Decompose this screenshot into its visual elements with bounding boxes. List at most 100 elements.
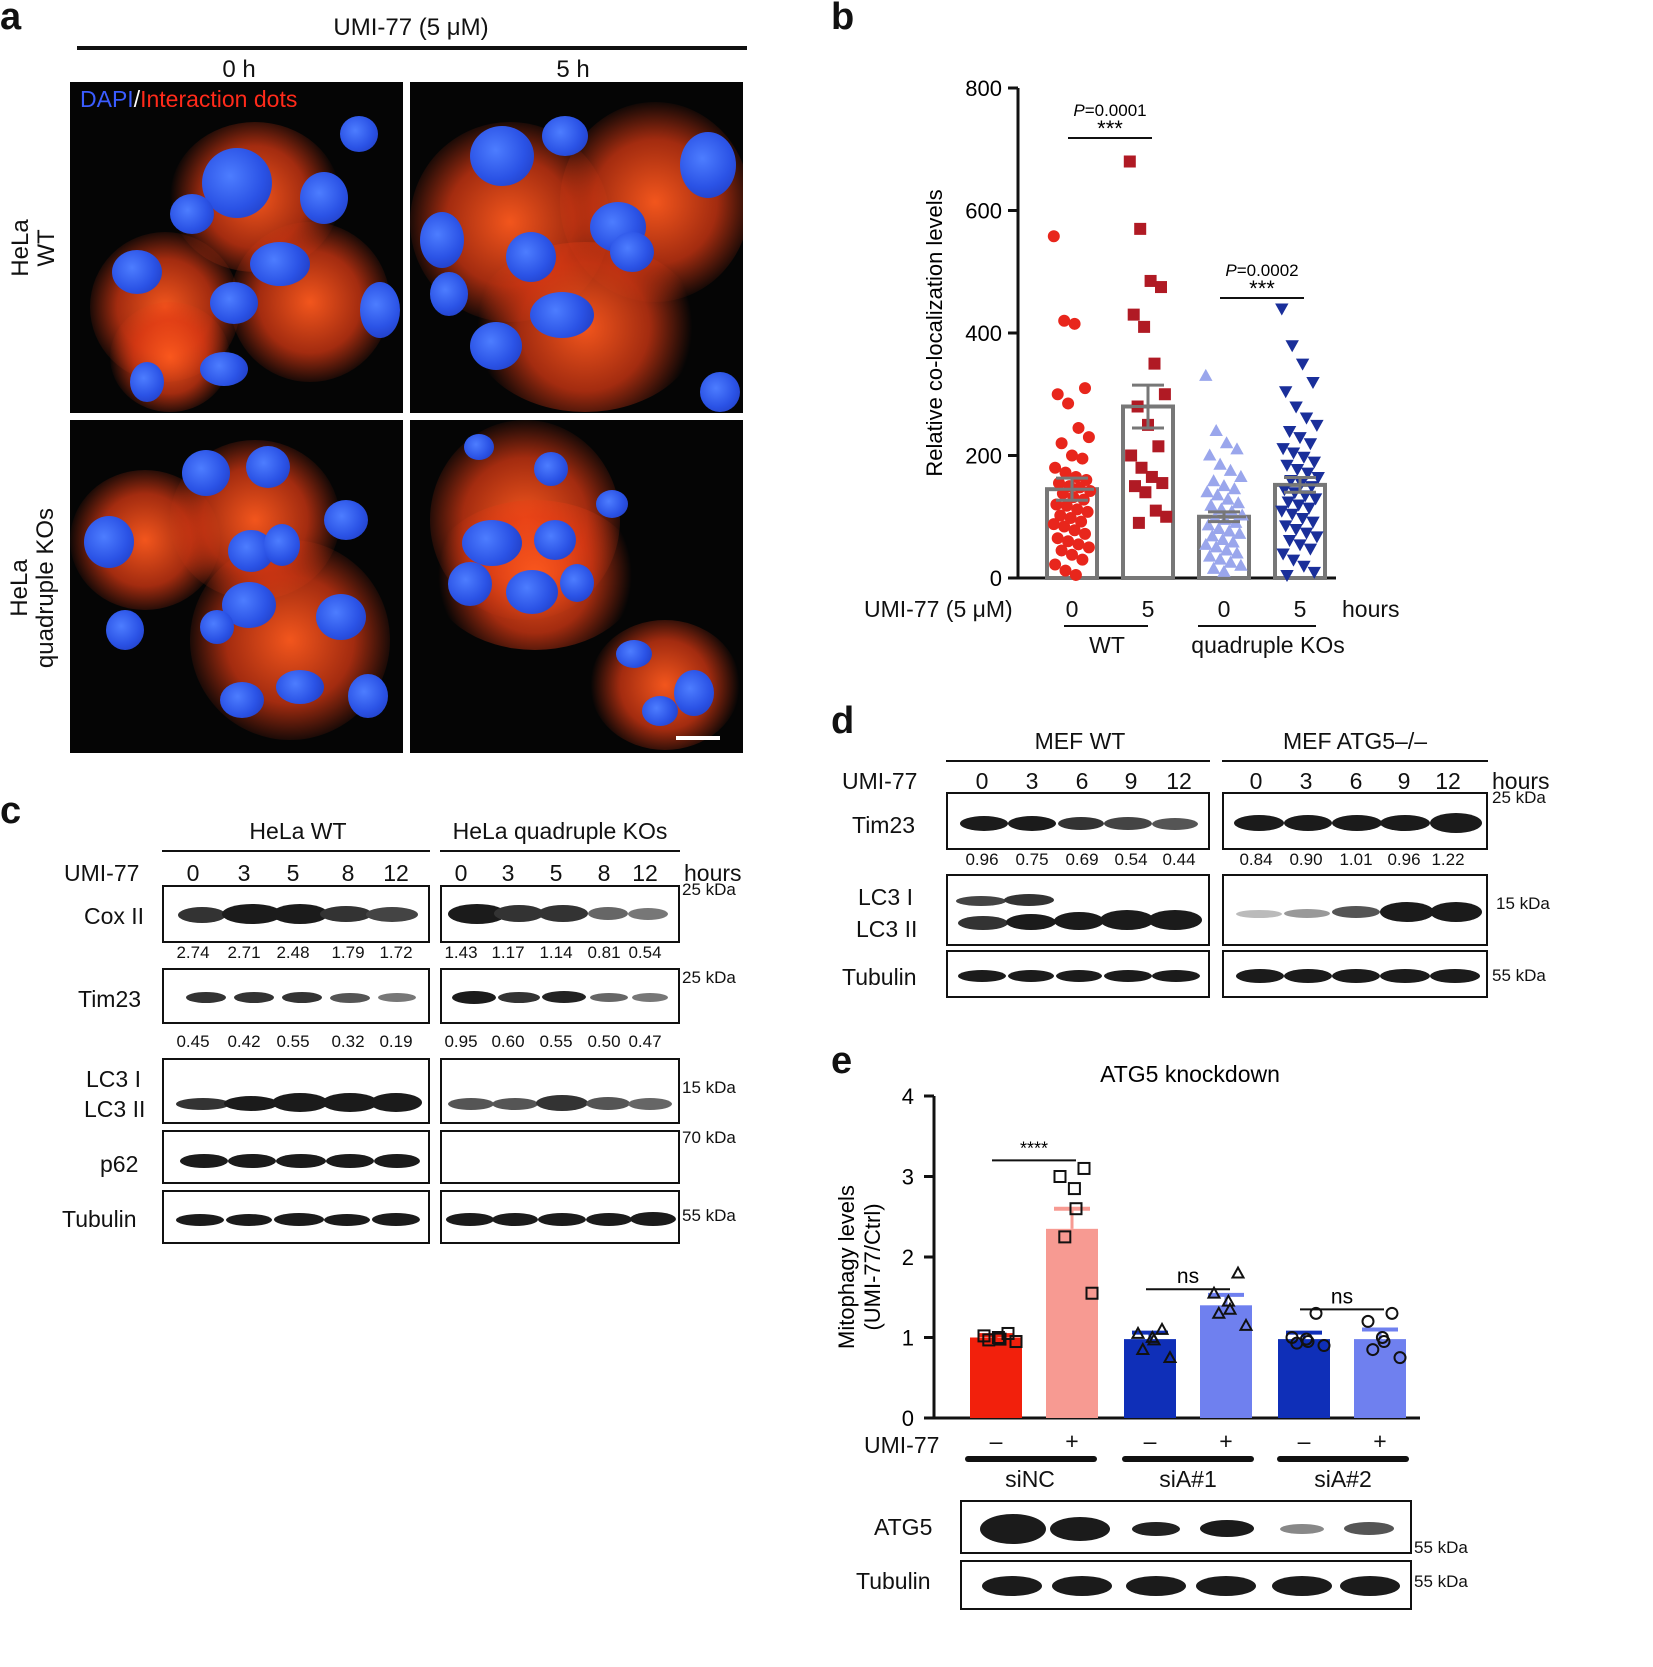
y-tick-label: 1 <box>902 1326 914 1351</box>
panel-d-treatment: UMI-77 <box>842 768 918 794</box>
data-point <box>1223 555 1238 568</box>
panel-b-tick-0: 0 <box>1065 596 1079 622</box>
panel-d-tim-value: 0.90 <box>1289 850 1323 869</box>
data-point <box>1125 449 1138 462</box>
data-point <box>1308 493 1323 506</box>
data-point <box>1309 1306 1323 1320</box>
data-point <box>1082 431 1095 444</box>
panel-c-timepoint: 8 <box>597 860 611 886</box>
data-point <box>1047 518 1060 531</box>
panel-c-treatment: UMI-77 <box>64 860 140 886</box>
bar <box>1354 1339 1406 1418</box>
panel-c-timepoint: 5 <box>549 860 563 886</box>
blot-c-lc3-wt <box>162 1058 430 1124</box>
data-point <box>1201 518 1216 531</box>
data-point <box>1072 538 1085 551</box>
y-axis-label-2: (UMI-77/Ctrl) <box>860 1203 885 1330</box>
data-point <box>1212 521 1226 534</box>
significance-label: ns <box>1177 1265 1199 1288</box>
data-point <box>1307 456 1321 469</box>
data-point <box>1206 561 1221 574</box>
panel-b-label: b <box>831 0 855 38</box>
panel-d-tim-value: 0.54 <box>1114 850 1148 869</box>
blot-c-coxii-ko <box>440 885 680 943</box>
panel-c-label: c <box>0 790 22 832</box>
data-point <box>1130 1325 1146 1339</box>
data-point <box>1361 1314 1375 1328</box>
data-point <box>1306 516 1320 529</box>
data-point <box>1293 432 1307 445</box>
data-point <box>1206 474 1221 487</box>
data-point <box>1276 548 1290 561</box>
data-point <box>1210 488 1225 501</box>
row-label-line2: WT <box>33 229 60 267</box>
data-point <box>1310 531 1324 544</box>
p-value: P=0.0002 <box>1225 261 1298 280</box>
panel-c-marker-coxii: 25 kDa <box>682 880 736 899</box>
data-point <box>1079 527 1091 540</box>
panel-e-sign: + <box>1373 1428 1387 1454</box>
panel-d-timepoint: 9 <box>1397 768 1411 794</box>
data-point <box>1205 529 1219 542</box>
data-point <box>1203 448 1217 461</box>
panel-d-timepoint: 6 <box>1075 768 1089 794</box>
y-tick-label: 3 <box>902 1165 914 1190</box>
significance-label: **** <box>1020 1138 1048 1158</box>
panel-d-marker-lc3: 15 kDa <box>1496 894 1550 913</box>
data-point <box>1156 477 1169 490</box>
data-point <box>1282 535 1297 548</box>
panel-c-tim-value: 0.45 <box>176 1032 210 1051</box>
panel-a-treatment-line <box>77 46 747 50</box>
blot-d-tim23-wt <box>946 792 1210 850</box>
panel-c-group-ko: HeLa quadruple KOs <box>452 818 668 844</box>
panel-e-row-atg5: ATG5 <box>874 1514 933 1540</box>
data-point <box>1226 535 1240 548</box>
panel-b-chart: 0 200 400 600 800 Relative co-localization le… <box>922 76 1336 591</box>
data-point <box>982 1333 996 1347</box>
data-point <box>1393 1351 1407 1365</box>
data-point <box>1135 461 1148 474</box>
data-point <box>1058 1230 1072 1244</box>
panel-d-tim-value: 0.96 <box>1387 850 1421 869</box>
panel-d-tim-value: 0.44 <box>1162 850 1196 869</box>
data-point <box>1072 421 1085 434</box>
panel-c-timepoint: 3 <box>501 860 515 886</box>
data-point <box>1199 537 1213 550</box>
panel-c-tim-value: 0.55 <box>276 1032 310 1051</box>
panel-d-timepoint: 3 <box>1025 768 1039 794</box>
data-point <box>1066 548 1078 561</box>
y-tick-label: 600 <box>965 199 1002 224</box>
data-point <box>1077 1161 1091 1175</box>
panel-c-cox-value: 2.74 <box>176 943 210 962</box>
data-point <box>1221 492 1235 505</box>
data-point <box>1230 546 1244 559</box>
data-point <box>1217 564 1231 577</box>
data-point <box>1289 401 1303 414</box>
panel-c-cox-value: 1.14 <box>539 943 573 962</box>
panel-d-row-lc3ii: LC3 II <box>856 916 918 942</box>
data-point <box>1154 1321 1170 1335</box>
row-label-line1: HeLa <box>7 219 34 277</box>
panel-c-row-tubulin: Tubulin <box>62 1206 137 1232</box>
blot-d-tim23-ko <box>1222 792 1488 850</box>
panel-c-marker-tubulin: 55 kDa <box>682 1206 736 1225</box>
data-point <box>1275 505 1289 518</box>
panel-a-label: a <box>0 0 22 38</box>
data-point <box>1127 308 1140 321</box>
significance-stars: *** <box>1097 116 1123 141</box>
data-point <box>1059 564 1072 577</box>
panel-e-group-bar-sia1 <box>1122 1456 1254 1462</box>
data-point <box>1301 467 1315 480</box>
panel-a-row-label-wt: HeLa WT <box>7 218 60 278</box>
panel-d-label: d <box>831 700 855 742</box>
data-point <box>1060 499 1073 512</box>
data-point <box>1068 524 1081 537</box>
data-point <box>1049 558 1062 571</box>
data-point <box>1069 1202 1083 1216</box>
panel-e-sign: – <box>1143 1428 1157 1454</box>
data-point <box>1055 544 1068 557</box>
panel-e-sign: – <box>1297 1428 1311 1454</box>
data-point <box>991 1331 1005 1344</box>
panel-e-group-sia1: siA#1 <box>1159 1466 1217 1492</box>
panel-c-tim-value: 0.95 <box>444 1032 478 1051</box>
